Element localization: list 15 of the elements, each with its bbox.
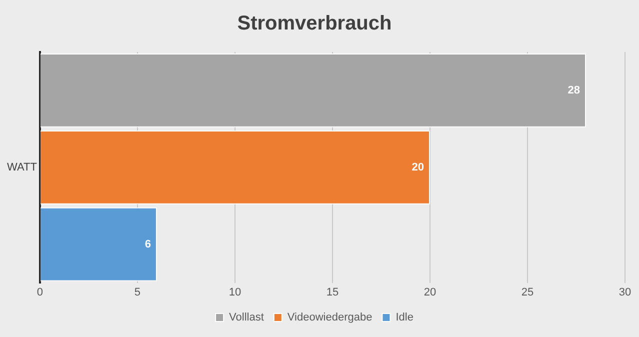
x-tick-label: 5: [134, 286, 141, 298]
data-label: 6: [144, 238, 151, 250]
x-tick-label: 20: [424, 286, 436, 298]
x-tick-label: 15: [326, 286, 339, 298]
x-tick-label: 25: [521, 286, 534, 298]
y-tick-label: WATT: [6, 161, 38, 174]
chart-title: Stromverbrauch: [237, 12, 392, 35]
x-tick-label: 0: [36, 286, 43, 298]
x-tick-label: 30: [618, 286, 632, 298]
x-tick-label: 10: [228, 286, 242, 298]
legend-label: Volllast: [229, 312, 264, 324]
data-label: 28: [568, 84, 580, 96]
legend-label: Idle: [396, 312, 414, 324]
legend-label: Videowiedergabe: [287, 312, 372, 324]
data-label: 20: [412, 161, 424, 174]
